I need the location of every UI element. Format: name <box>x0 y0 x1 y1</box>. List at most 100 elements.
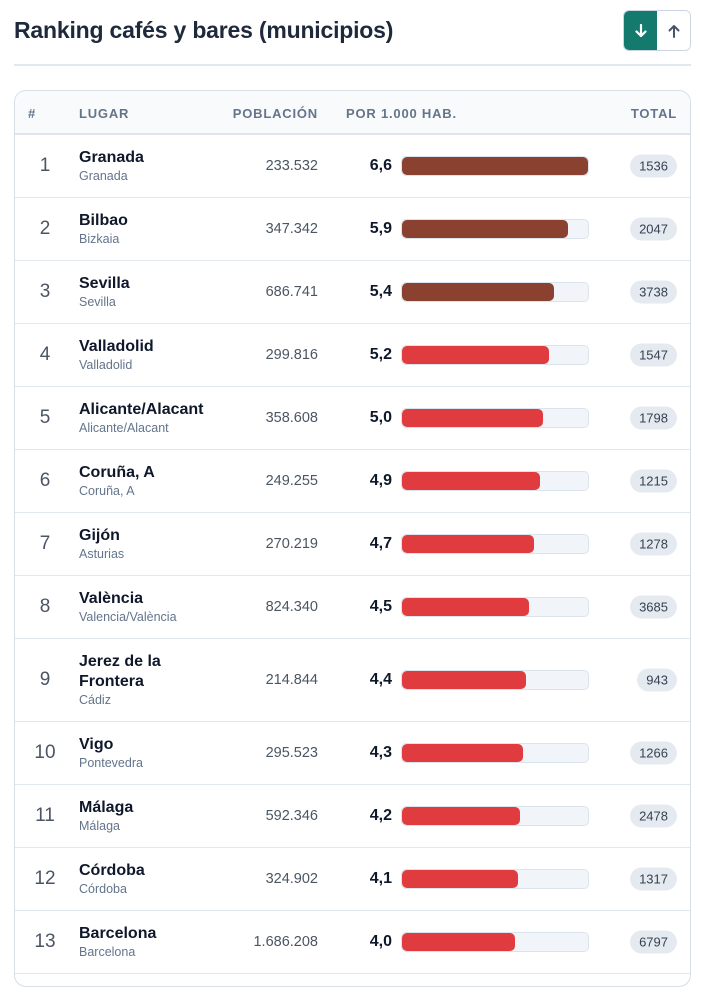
row-bar-fill <box>402 598 529 616</box>
sort-descending-button[interactable] <box>624 11 657 50</box>
table-row[interactable]: 1 Granada Granada 233.532 6,6 1536 <box>15 135 690 198</box>
row-per-thousand: 4,1 <box>369 870 392 887</box>
place-name: Córdoba <box>79 862 145 879</box>
row-total-badge: 943 <box>637 668 677 692</box>
row-per-thousand: 4,0 <box>369 933 392 950</box>
table-row[interactable]: 4 Valladolid Valladolid 299.816 5,2 1547 <box>15 324 690 387</box>
row-population: 592.346 <box>265 808 318 824</box>
table-row[interactable]: 8 València Valencia/València 824.340 4,5 3685 <box>15 576 690 639</box>
sort-ascending-button[interactable] <box>657 11 690 50</box>
table-row[interactable]: 10 Vigo Pontevedra 295.523 4,3 1266 <box>15 722 690 785</box>
row-rank: 13 <box>34 931 56 952</box>
table-row[interactable]: 13 Barcelona Barcelona 1.686.208 4,0 6797 <box>15 911 690 974</box>
row-total-badge: 1536 <box>630 154 677 178</box>
row-total-badge: 6797 <box>630 930 677 954</box>
arrow-down-icon <box>634 23 647 37</box>
column-header-population[interactable]: POBLACIÓN <box>232 106 318 121</box>
row-bar-fill <box>402 157 588 175</box>
place-region: Córdoba <box>79 882 127 896</box>
row-rank: 2 <box>39 218 51 239</box>
row-population: 824.340 <box>265 599 318 615</box>
row-bar-track <box>401 345 589 365</box>
row-rank: 8 <box>39 596 51 617</box>
row-bar-track <box>401 743 589 763</box>
column-header-total[interactable]: TOTAL <box>630 106 677 121</box>
row-per-thousand: 4,2 <box>369 807 392 824</box>
row-place: Málaga Málaga <box>79 798 209 834</box>
row-per-thousand: 4,3 <box>369 744 392 761</box>
row-bar-fill <box>402 933 515 951</box>
table-row[interactable]: 12 Córdoba Córdoba 324.902 4,1 1317 <box>15 848 690 911</box>
row-population: 347.342 <box>265 221 318 237</box>
row-bar-track <box>401 282 589 302</box>
sort-toggle-group <box>623 10 691 51</box>
place-region: Sevilla <box>79 295 116 309</box>
row-total-badge: 1317 <box>630 867 677 891</box>
row-bar-fill <box>402 535 535 553</box>
place-name: Coruña, A <box>79 464 155 481</box>
row-bar-track <box>401 597 589 617</box>
row-per-thousand: 4,4 <box>369 671 392 688</box>
row-bar-fill <box>402 870 518 888</box>
row-bar-fill <box>402 472 541 490</box>
place-name: Valladolid <box>79 338 154 355</box>
table-row[interactable]: 6 Coruña, A Coruña, A 249.255 4,9 1215 <box>15 450 690 513</box>
table-row[interactable]: 3 Sevilla Sevilla 686.741 5,4 3738 <box>15 261 690 324</box>
place-name: Bilbao <box>79 212 128 229</box>
table-row[interactable]: 9 Jerez de la Frontera Cádiz 214.844 4,4 943 <box>15 639 690 722</box>
row-bar-fill <box>402 346 549 364</box>
row-population: 295.523 <box>265 745 318 761</box>
place-name: Gijón <box>79 527 120 544</box>
table-row[interactable]: 2 Bilbao Bizkaia 347.342 5,9 2047 <box>15 198 690 261</box>
row-population: 233.532 <box>265 158 318 174</box>
row-total-badge: 2478 <box>630 804 677 828</box>
row-per-thousand: 5,2 <box>369 346 392 363</box>
row-bar-fill <box>402 220 569 238</box>
row-population: 324.902 <box>265 871 318 887</box>
row-rank: 4 <box>39 344 51 365</box>
row-per-thousand: 4,5 <box>369 598 392 615</box>
place-name: Sevilla <box>79 275 130 292</box>
row-total-badge: 1278 <box>630 532 677 556</box>
place-region: Cádiz <box>79 693 111 707</box>
row-bar-fill <box>402 409 543 427</box>
row-bar-track <box>401 869 589 889</box>
row-bar-track <box>401 219 589 239</box>
row-place: Córdoba Córdoba <box>79 861 209 897</box>
row-place: Jerez de la Frontera Cádiz <box>79 652 209 708</box>
place-name: València <box>79 590 144 607</box>
column-header-per-thousand[interactable]: POR 1.000 HAB. <box>346 106 457 121</box>
place-region: Bizkaia <box>79 232 120 246</box>
row-place: Granada Granada <box>79 148 209 184</box>
row-population: 249.255 <box>265 473 318 489</box>
table-body: 1 Granada Granada 233.532 6,6 1536 2 Bilbao Bizk… <box>15 135 690 974</box>
column-header-place[interactable]: LUGAR <box>79 106 130 121</box>
row-place: Barcelona Barcelona <box>79 924 209 960</box>
row-place: Alicante/Alacant Alicante/Alacant <box>79 400 209 436</box>
place-name: Barcelona <box>79 925 157 942</box>
table-row[interactable]: 5 Alicante/Alacant Alicante/Alacant 358.608… <box>15 387 690 450</box>
place-region: Valladolid <box>79 358 133 372</box>
row-total-badge: 2047 <box>630 217 677 241</box>
row-rank: 12 <box>34 868 56 889</box>
row-population: 358.608 <box>265 410 318 426</box>
place-region: Barcelona <box>79 945 136 959</box>
page-header: Ranking cafés y bares (municipios) <box>14 0 691 66</box>
column-header-rank[interactable]: # <box>28 106 37 121</box>
row-rank: 10 <box>34 742 56 763</box>
row-bar-track <box>401 156 589 176</box>
place-region: Valencia/València <box>79 610 177 624</box>
row-total-badge: 1215 <box>630 469 677 493</box>
row-per-thousand: 4,9 <box>369 472 392 489</box>
place-region: Granada <box>79 169 128 183</box>
row-place: Sevilla Sevilla <box>79 274 209 310</box>
row-population: 686.741 <box>265 284 318 300</box>
row-rank: 3 <box>39 281 51 302</box>
row-bar-track <box>401 408 589 428</box>
place-name: Alicante/Alacant <box>79 401 204 418</box>
row-place: Valladolid Valladolid <box>79 337 209 373</box>
row-bar-fill <box>402 744 524 762</box>
table-row[interactable]: 7 Gijón Asturias 270.219 4,7 1278 <box>15 513 690 576</box>
row-per-thousand: 5,0 <box>369 409 392 426</box>
table-row[interactable]: 11 Málaga Málaga 592.346 4,2 2478 <box>15 785 690 848</box>
